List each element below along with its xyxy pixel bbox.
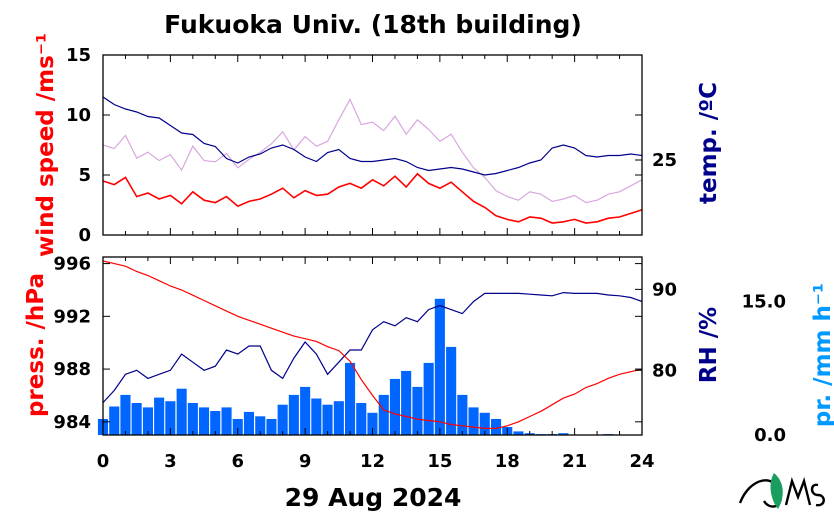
x-tick-label: 0 bbox=[97, 451, 110, 472]
precip-bar bbox=[378, 394, 389, 435]
pressure-y-tick-label: 988 bbox=[53, 359, 91, 380]
pressure-y-tick-label: 984 bbox=[53, 412, 91, 433]
precip-y-axis-label: pr. /mm h⁻¹ bbox=[810, 283, 834, 427]
precip-bar bbox=[199, 407, 210, 435]
precip-bar bbox=[558, 433, 569, 435]
precip-bar bbox=[423, 362, 434, 435]
wind-y-tick-label: 0 bbox=[78, 225, 91, 246]
precip-bar bbox=[468, 407, 479, 435]
precip-bar bbox=[176, 388, 187, 435]
x-tick-label: 3 bbox=[164, 451, 177, 472]
wind-y-tick-label: 10 bbox=[66, 105, 91, 126]
precip-bar bbox=[412, 386, 423, 435]
precip-bar bbox=[479, 412, 490, 436]
logo-leaf bbox=[770, 473, 783, 509]
x-tick-label: 12 bbox=[360, 451, 385, 472]
wind-y-tick-label: 5 bbox=[78, 165, 91, 186]
institution-logo bbox=[738, 473, 825, 509]
precip-bar bbox=[142, 407, 153, 435]
precip-bar bbox=[434, 298, 445, 435]
precip-bar bbox=[401, 370, 412, 435]
precip-bar bbox=[221, 407, 232, 435]
pressure-y-axis-label: press. /hPa bbox=[23, 273, 49, 417]
precip-bar bbox=[345, 362, 356, 435]
rh-y-tick-label: 80 bbox=[652, 360, 677, 381]
precip-bar bbox=[491, 419, 502, 435]
x-tick-label: 9 bbox=[299, 451, 312, 472]
precip-bar bbox=[131, 403, 142, 435]
precip-bar bbox=[109, 406, 120, 435]
precip-bar bbox=[446, 346, 457, 435]
x-tick-label: 6 bbox=[231, 451, 244, 472]
precip-bar bbox=[300, 386, 311, 435]
precip-bar bbox=[311, 398, 322, 435]
precip-bar bbox=[232, 419, 243, 435]
chart-title: Fukuoka Univ. (18th building) bbox=[164, 10, 582, 39]
precip-bar bbox=[243, 411, 254, 435]
pressure-line bbox=[102, 260, 643, 429]
logo-letters bbox=[784, 476, 825, 507]
x-tick-label: 21 bbox=[562, 451, 587, 472]
precip-bar bbox=[322, 404, 333, 435]
x-tick-label: 15 bbox=[427, 451, 452, 472]
temp-y-tick-label: 25 bbox=[652, 150, 677, 171]
precip-y-tick-label: 0.0 bbox=[754, 425, 786, 446]
wind-mean-line bbox=[102, 172, 643, 224]
pressure-y-tick-label: 992 bbox=[53, 306, 91, 327]
x-axis-date-label: 29 Aug 2024 bbox=[285, 483, 462, 512]
wind-y-tick-label: 15 bbox=[66, 45, 91, 66]
wind-gust-line bbox=[102, 98, 643, 204]
precip-bar bbox=[333, 401, 344, 435]
precip-bar bbox=[457, 394, 468, 435]
temp-y-axis-label: temp. /ºC bbox=[696, 82, 722, 204]
precip-bar bbox=[288, 394, 299, 435]
rh-y-axis-label: RH /% bbox=[696, 307, 722, 383]
pressure-y-tick-label: 996 bbox=[53, 254, 91, 275]
humidity-line bbox=[102, 291, 643, 404]
precip-bar bbox=[255, 416, 266, 435]
x-tick-label: 18 bbox=[495, 451, 520, 472]
precip-bar bbox=[210, 411, 221, 435]
x-tick-label: 24 bbox=[629, 451, 654, 472]
wind-temperature-panel: 0 5 10 15 25 wind speed /ms⁻¹ temp. /ºC bbox=[33, 33, 722, 257]
precip-bar bbox=[266, 419, 277, 435]
precip-bar bbox=[120, 394, 131, 435]
precip-y-tick-label: 15.0 bbox=[742, 292, 786, 313]
temperature-line bbox=[102, 96, 643, 176]
precip-bar bbox=[513, 431, 524, 435]
precip-bar bbox=[165, 401, 176, 435]
wind-y-axis-label: wind speed /ms⁻¹ bbox=[33, 33, 59, 257]
precip-bar bbox=[277, 404, 288, 435]
precip-bar bbox=[356, 403, 367, 435]
precip-bar bbox=[367, 412, 378, 436]
precip-bar bbox=[389, 378, 400, 435]
precip-bar bbox=[187, 403, 198, 435]
precip-bar bbox=[154, 397, 165, 435]
rh-y-tick-label: 90 bbox=[652, 279, 677, 300]
